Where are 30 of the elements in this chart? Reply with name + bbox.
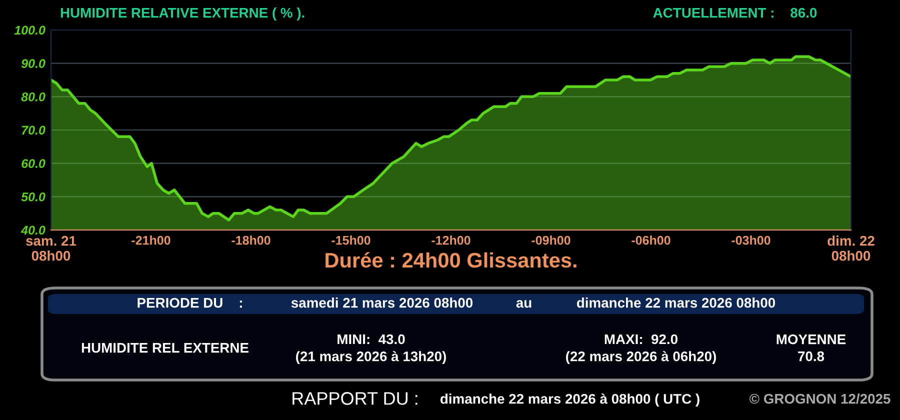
y-tick-label: 100.0 — [14, 26, 46, 35]
text: samedi 21 mars 2026 08h00 — [291, 298, 473, 308]
text: © GROGNON 12/2025 — [749, 394, 890, 404]
x-axis-title: Durée : 24h00 Glissantes. — [326, 252, 576, 268]
y-tick-label: 40.0 — [20, 226, 46, 235]
x-tick-label: sam. 21 08h00 — [26, 236, 76, 261]
x-tick-label: -12h00 — [432, 236, 470, 245]
x-tick-label: -15h00 — [332, 236, 370, 245]
x-tick-label: -18h00 — [232, 236, 270, 245]
x-tick-label: -03h00 — [732, 236, 770, 245]
y-tick-label: 80.0 — [21, 92, 46, 102]
chart-title: HUMIDITE RELATIVE EXTERNE ( % ). — [60, 8, 304, 20]
text: MAXI: 92.0 (22 mars 2026 à 06h20) — [566, 334, 716, 364]
y-tick-label: 50.0 — [21, 192, 46, 202]
text: HUMIDITE REL EXTERNE — [82, 343, 248, 353]
x-tick-label: -06h00 — [632, 236, 670, 245]
y-tick-label: 70.0 — [22, 126, 46, 135]
x-tick-label: -21h00 — [132, 236, 170, 245]
y-tick-label: 60.0 — [22, 159, 46, 168]
text: ACTUELLEMENT : 86.0 — [653, 8, 817, 18]
x-tick-label: dim. 22 08h00 — [828, 236, 874, 261]
text: RAPPORT DU : — [292, 392, 418, 405]
x-tick-label: -09h00 — [532, 236, 570, 245]
text: dimanche 22 mars 2026 08h00 — [576, 298, 776, 308]
text: MINI: 43.0 (21 mars 2026 à 13h20) — [296, 334, 446, 364]
text: PERIODE DU : — [138, 298, 242, 308]
text: dimanche 22 mars 2026 à 08h00 ( UTC ) — [440, 393, 700, 407]
text: MOYENNE 70.8 — [776, 334, 846, 362]
text: au — [516, 300, 532, 308]
y-tick-label: 90.0 — [21, 59, 46, 68]
